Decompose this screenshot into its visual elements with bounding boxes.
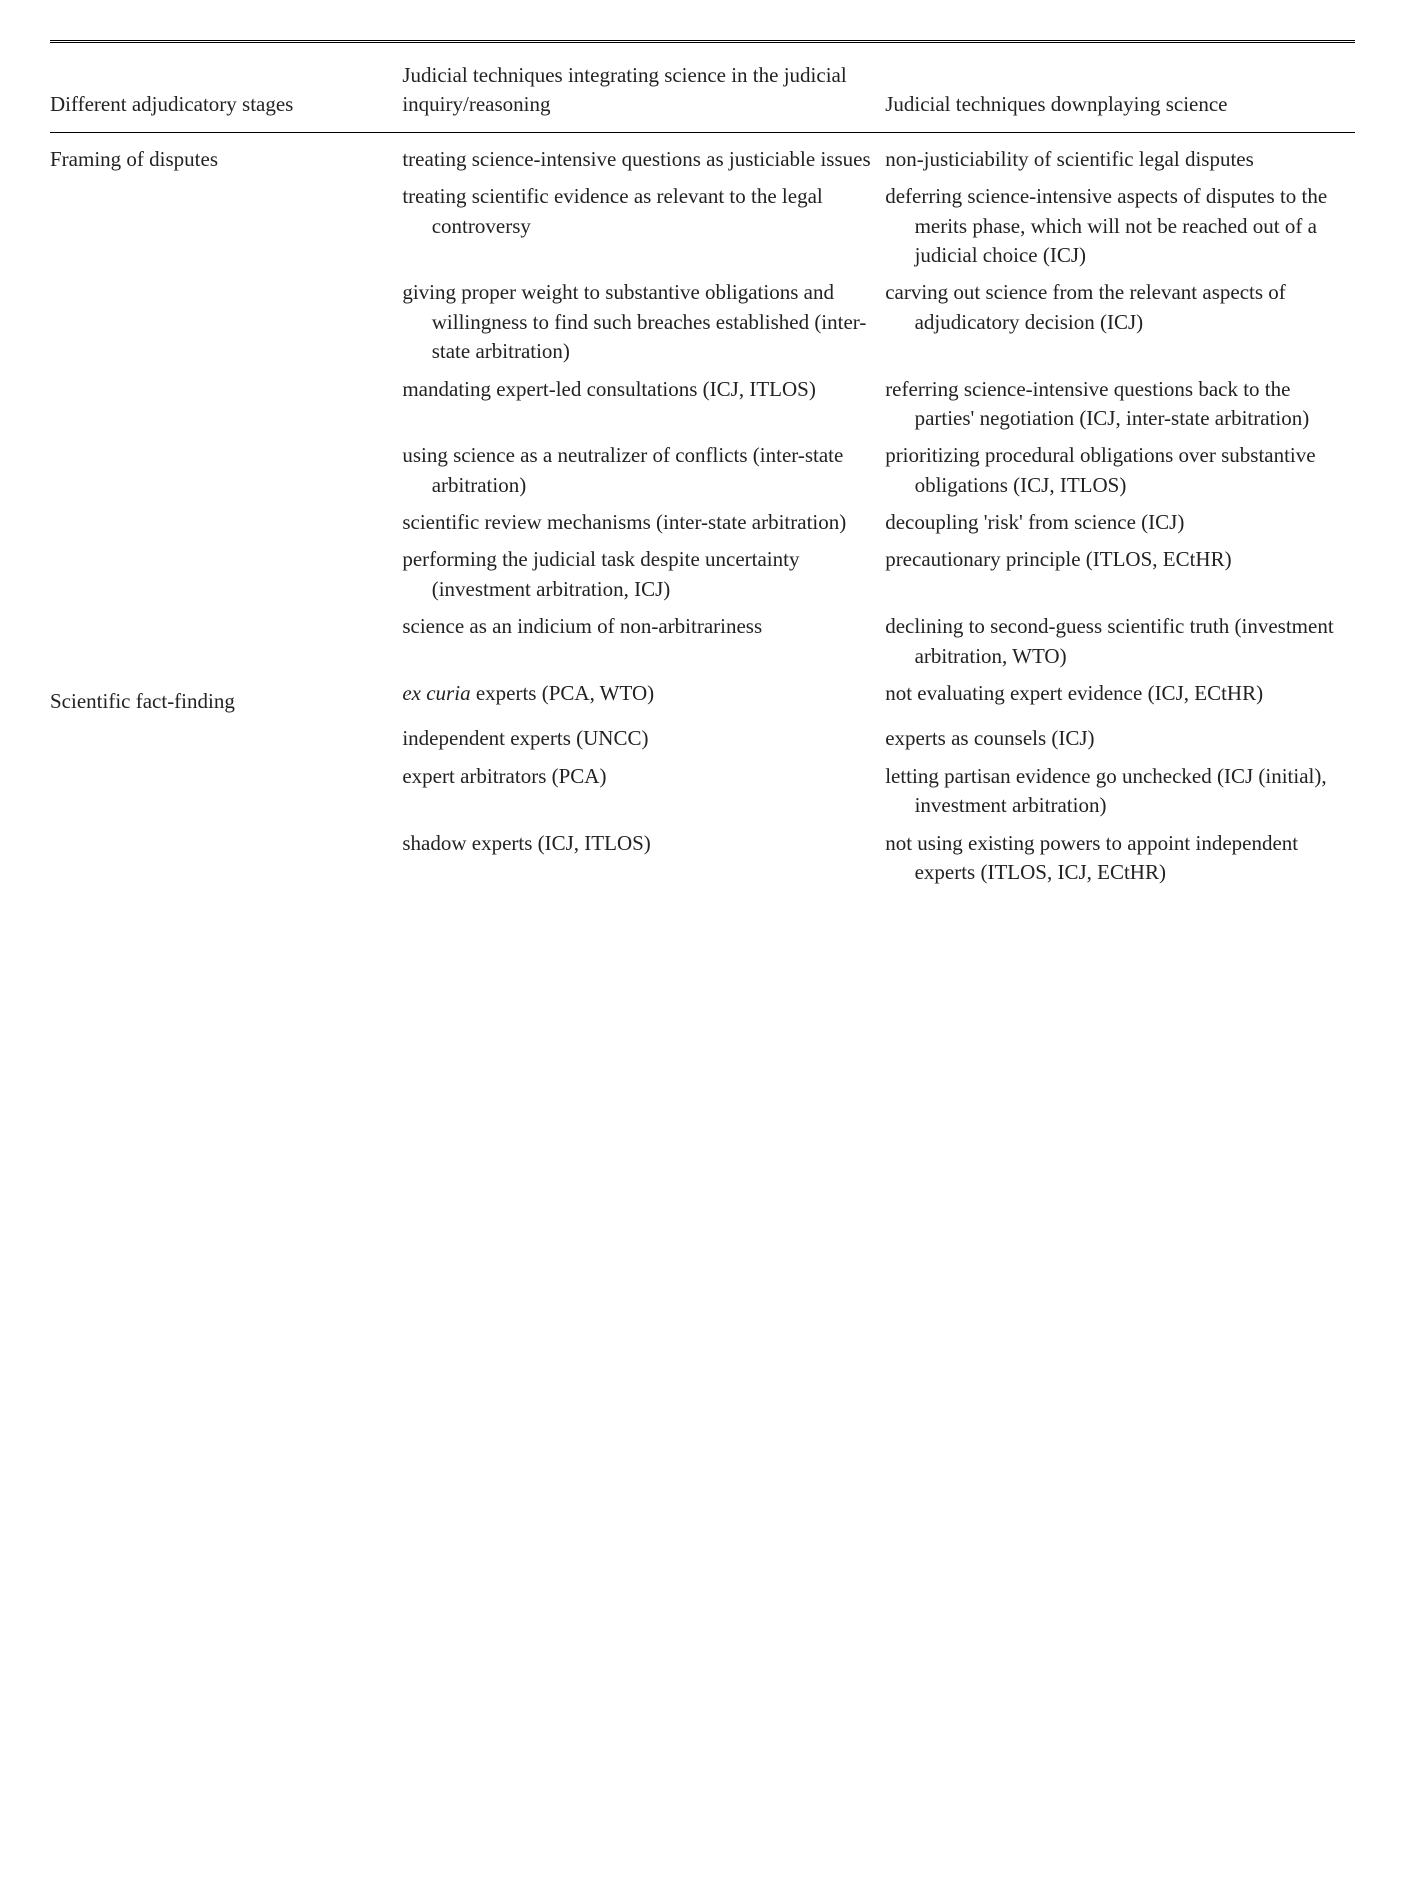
col-header-downplaying: Judicial techniques downplaying science — [885, 42, 1355, 133]
cell-integrating: shadow experts (ICJ, ITLOS) — [402, 825, 885, 892]
hang-text: ex curia experts (PCA, WTO) — [402, 679, 873, 708]
cell-downplaying: decoupling 'risk' from science (ICJ) — [885, 504, 1355, 541]
cell-integrating: treating science-intensive questions as … — [402, 132, 885, 178]
table-row: scientific review mechanisms (inter-stat… — [50, 504, 1355, 541]
col-header-stages: Different adjudicatory stages — [50, 42, 402, 133]
cell-stage — [50, 720, 402, 757]
italic-term: ex curia — [402, 681, 470, 705]
col-header-integrating: Judicial techniques integrating science … — [402, 42, 885, 133]
hang-text: referring science-intensive questions ba… — [885, 375, 1343, 434]
cell-stage — [50, 541, 402, 608]
table-body: Framing of disputestreating science-inte… — [50, 132, 1355, 891]
cell-stage — [50, 758, 402, 825]
judicial-techniques-table: Different adjudicatory stages Judicial t… — [50, 40, 1355, 891]
cell-integrating: using science as a neutralizer of confli… — [402, 437, 885, 504]
hang-text: giving proper weight to substantive obli… — [402, 278, 873, 366]
hang-text: not using existing powers to appoint ind… — [885, 829, 1343, 888]
cell-integrating: giving proper weight to substantive obli… — [402, 274, 885, 370]
hang-text: non-justiciability of scientific legal d… — [885, 145, 1343, 174]
hang-text: shadow experts (ICJ, ITLOS) — [402, 829, 873, 858]
cell-downplaying: precautionary principle (ITLOS, ECtHR) — [885, 541, 1355, 608]
cell-integrating: scientific review mechanisms (inter-stat… — [402, 504, 885, 541]
cell-stage: Framing of disputes — [50, 132, 402, 178]
cell-integrating: expert arbitrators (PCA) — [402, 758, 885, 825]
hang-text: independent experts (UNCC) — [402, 724, 873, 753]
hang-text: deferring science-intensive aspects of d… — [885, 182, 1343, 270]
hang-text: not evaluating expert evidence (ICJ, ECt… — [885, 679, 1343, 708]
cell-downplaying: not using existing powers to appoint ind… — [885, 825, 1355, 892]
cell-downplaying: referring science-intensive questions ba… — [885, 371, 1355, 438]
hang-text: mandating expert-led consultations (ICJ,… — [402, 375, 873, 404]
cell-stage — [50, 371, 402, 438]
table-row: performing the judicial task despite unc… — [50, 541, 1355, 608]
table-row: expert arbitrators (PCA) letting partisan… — [50, 758, 1355, 825]
cell-stage — [50, 274, 402, 370]
table-row: shadow experts (ICJ, ITLOS) not using exi… — [50, 825, 1355, 892]
cell-downplaying: prioritizing procedural obligations over… — [885, 437, 1355, 504]
cell-downplaying: deferring science-intensive aspects of d… — [885, 178, 1355, 274]
cell-integrating: performing the judicial task despite unc… — [402, 541, 885, 608]
cell-integrating: independent experts (UNCC) — [402, 720, 885, 757]
cell-stage — [50, 504, 402, 541]
cell-integrating: treating scientific evidence as relevant… — [402, 178, 885, 274]
cell-stage — [50, 608, 402, 675]
table-row: using science as a neutralizer of confli… — [50, 437, 1355, 504]
cell-downplaying: declining to second-guess scientific tru… — [885, 608, 1355, 675]
hang-text: decoupling 'risk' from science (ICJ) — [885, 508, 1343, 537]
table-row: treating scientific evidence as relevant… — [50, 178, 1355, 274]
table-row: science as an indicium of non-arbitrarin… — [50, 608, 1355, 675]
hang-text: declining to second-guess scientific tru… — [885, 612, 1343, 671]
cell-downplaying: letting partisan evidence go unchecked (… — [885, 758, 1355, 825]
hang-text: treating science-intensive questions as … — [402, 145, 873, 174]
hang-text: treating scientific evidence as relevant… — [402, 182, 873, 241]
table-row: Scientific fact-findingex curia experts … — [50, 675, 1355, 720]
hang-text: science as an indicium of non-arbitrarin… — [402, 612, 873, 641]
cell-downplaying: experts as counsels (ICJ) — [885, 720, 1355, 757]
hang-text: experts as counsels (ICJ) — [885, 724, 1343, 753]
hang-text: letting partisan evidence go unchecked (… — [885, 762, 1343, 821]
header-row: Different adjudicatory stages Judicial t… — [50, 42, 1355, 133]
hang-text: prioritizing procedural obligations over… — [885, 441, 1343, 500]
cell-integrating: science as an indicium of non-arbitrarin… — [402, 608, 885, 675]
table-row: mandating expert-led consultations (ICJ,… — [50, 371, 1355, 438]
cell-integrating: ex curia experts (PCA, WTO) — [402, 675, 885, 720]
hang-text: performing the judicial task despite unc… — [402, 545, 873, 604]
cell-stage — [50, 825, 402, 892]
hang-text: using science as a neutralizer of confli… — [402, 441, 873, 500]
hang-text: carving out science from the relevant as… — [885, 278, 1343, 337]
hang-text: expert arbitrators (PCA) — [402, 762, 873, 791]
table-row: independent experts (UNCC) experts as cou… — [50, 720, 1355, 757]
table-row: Framing of disputestreating science-inte… — [50, 132, 1355, 178]
cell-downplaying: non-justiciability of scientific legal d… — [885, 132, 1355, 178]
cell-stage: Scientific fact-finding — [50, 675, 402, 720]
hang-text: scientific review mechanisms (inter-stat… — [402, 508, 873, 537]
cell-downplaying: carving out science from the relevant as… — [885, 274, 1355, 370]
cell-stage — [50, 178, 402, 274]
cell-integrating: mandating expert-led consultations (ICJ,… — [402, 371, 885, 438]
table-row: giving proper weight to substantive obli… — [50, 274, 1355, 370]
cell-stage — [50, 437, 402, 504]
cell-downplaying: not evaluating expert evidence (ICJ, ECt… — [885, 675, 1355, 720]
hang-text: precautionary principle (ITLOS, ECtHR) — [885, 545, 1343, 574]
